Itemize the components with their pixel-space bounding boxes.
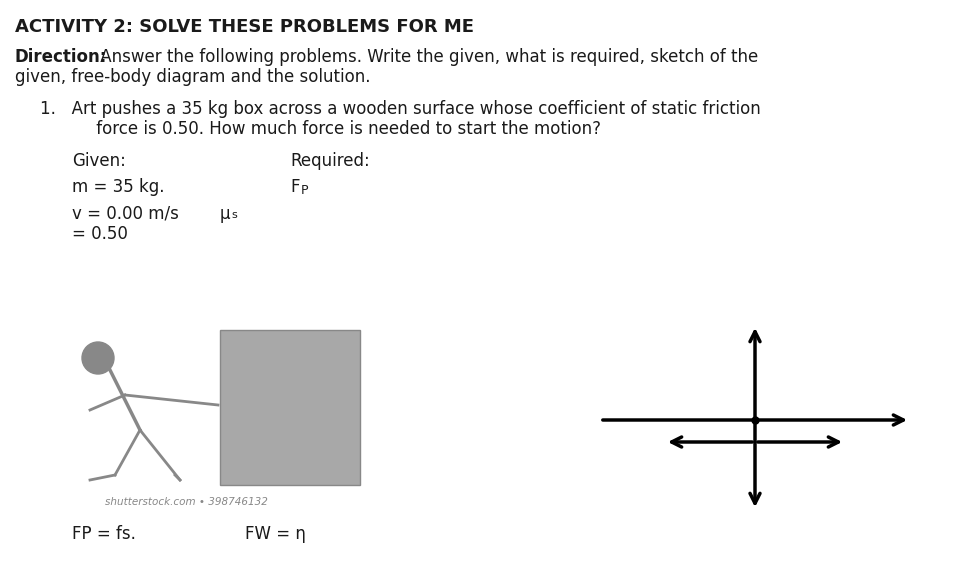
Text: s: s — [231, 210, 237, 220]
Text: 1.   Art pushes a 35 kg box across a wooden surface whose coefficient of static : 1. Art pushes a 35 kg box across a woode… — [40, 100, 761, 118]
Text: = 0.50: = 0.50 — [72, 225, 128, 243]
Text: Direction:: Direction: — [15, 48, 107, 66]
Circle shape — [82, 342, 114, 374]
Text: F: F — [290, 178, 299, 196]
Text: μ: μ — [220, 205, 231, 223]
Text: Answer the following problems. Write the given, what is required, sketch of the: Answer the following problems. Write the… — [95, 48, 758, 66]
Text: FW = η: FW = η — [245, 525, 306, 543]
Text: ACTIVITY 2: SOLVE THESE PROBLEMS FOR ME: ACTIVITY 2: SOLVE THESE PROBLEMS FOR ME — [15, 18, 474, 36]
Text: shutterstock.com • 398746132: shutterstock.com • 398746132 — [105, 497, 268, 507]
Bar — [220, 330, 360, 485]
Text: m = 35 kg.: m = 35 kg. — [72, 178, 165, 196]
Text: given, free-body diagram and the solution.: given, free-body diagram and the solutio… — [15, 68, 370, 86]
Text: P: P — [301, 184, 309, 197]
Text: Required:: Required: — [290, 152, 370, 170]
Text: FP = fs.: FP = fs. — [72, 525, 136, 543]
Text: Given:: Given: — [72, 152, 126, 170]
Text: force is 0.50. How much force is needed to start the motion?: force is 0.50. How much force is needed … — [70, 120, 601, 138]
Text: v = 0.00 m/s: v = 0.00 m/s — [72, 205, 184, 223]
